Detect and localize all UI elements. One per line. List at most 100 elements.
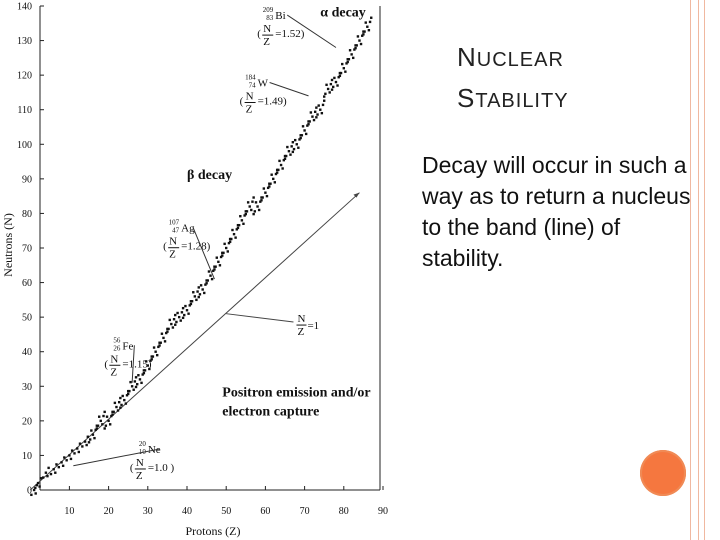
- stable-nucleus-point: [137, 374, 140, 377]
- stable-nucleus-point: [248, 205, 251, 208]
- ratio-num: N: [169, 236, 177, 248]
- stable-nucleus-point: [286, 145, 289, 149]
- stable-nucleus-point: [190, 300, 194, 303]
- stable-nucleus-point: [46, 474, 49, 478]
- stable-nucleus-point: [69, 457, 73, 461]
- stable-nucleus-point: [145, 360, 148, 363]
- stable-nucleus-point: [277, 168, 280, 172]
- stable-nucleus-point: [111, 413, 114, 416]
- stable-nucleus-point: [168, 318, 171, 322]
- stable-nucleus-point: [146, 364, 149, 367]
- stable-nucleus-point: [269, 182, 272, 185]
- ratio-num: N: [246, 91, 254, 103]
- stable-nucleus-point: [197, 295, 200, 299]
- x-tick-label: 30: [143, 506, 153, 517]
- stable-nucleus-point: [60, 461, 63, 464]
- stable-nucleus-point: [337, 76, 340, 79]
- decay-region-label: electron capture: [222, 405, 319, 420]
- decay-region-labels: α decay β decay Positron emission and/or el…: [187, 5, 371, 419]
- stable-nucleus-point: [195, 298, 198, 302]
- stable-nucleus-point: [326, 87, 330, 91]
- stable-nucleus-point: [207, 270, 211, 273]
- stable-nucleus-point: [356, 35, 360, 38]
- stable-nucleus-point: [94, 428, 97, 432]
- stable-nucleus-point: [317, 104, 320, 107]
- stable-nucleus-point: [30, 493, 33, 497]
- stable-nucleus-point: [230, 237, 233, 241]
- stable-nucleus-point: [309, 111, 313, 114]
- ratio-value: =1.49): [258, 96, 287, 108]
- stable-nucleus-point: [283, 157, 287, 161]
- atomic-number: 83: [266, 14, 274, 22]
- decorative-circle: [640, 450, 686, 496]
- decorative-line: [704, 0, 705, 540]
- y-tick-label: 0: [27, 486, 32, 497]
- stable-nucleus-point: [116, 409, 120, 412]
- stable-nucleus-point: [362, 33, 365, 36]
- stable-nucleus-point: [290, 145, 293, 148]
- stable-nucleus-point: [198, 293, 202, 296]
- y-tick-label: 40: [22, 347, 32, 358]
- stable-nucleus-point: [32, 488, 36, 492]
- stable-nucleus-point: [112, 410, 115, 414]
- annotation-leader: [73, 448, 160, 467]
- open-paren: (: [104, 358, 108, 370]
- stable-nucleus-point: [301, 125, 305, 128]
- stable-nucleus-point: [121, 394, 124, 398]
- stable-nucleus-point: [70, 449, 74, 452]
- stable-nucleus-point: [218, 264, 222, 267]
- open-paren: (: [240, 96, 244, 108]
- stable-nucleus-point: [61, 464, 65, 467]
- stable-nucleus-point: [104, 424, 108, 427]
- stable-nucleus-point: [312, 118, 316, 122]
- reference-arrow: [353, 192, 360, 198]
- stable-nucleus-point: [187, 312, 190, 315]
- atomic-number: 74: [249, 82, 257, 90]
- stable-nucleus-point: [142, 371, 146, 375]
- stable-nucleus-point: [181, 306, 185, 310]
- stable-nucleus-point: [266, 186, 270, 190]
- stable-nucleus-point: [170, 322, 173, 326]
- stable-nucleus-point: [166, 330, 169, 333]
- stable-nucleus-point: [278, 159, 281, 163]
- stable-nucleus-point: [316, 113, 319, 116]
- stable-nucleus-point: [329, 82, 333, 86]
- annotation-leader: [269, 82, 309, 97]
- stable-nucleus-point: [63, 456, 66, 459]
- x-axis-ticks: 10 20 30 40 50 60 70 80 90: [64, 486, 388, 517]
- stable-nucleus-point: [313, 110, 317, 113]
- stable-nucleus-point: [368, 20, 372, 24]
- stable-nucleus-point: [354, 46, 357, 50]
- stable-nucleus-point: [95, 427, 99, 430]
- stable-nucleus-point: [34, 492, 37, 495]
- stable-nucleus-point: [292, 147, 296, 151]
- stable-nucleus-point: [125, 394, 129, 397]
- stable-nucleus-point: [35, 483, 39, 487]
- decorative-line: [690, 0, 691, 540]
- stable-nucleus-point: [134, 376, 138, 379]
- stable-nucleus-point: [189, 302, 193, 306]
- stable-nucleus-point: [244, 212, 247, 216]
- annotation-leader: [192, 227, 215, 280]
- stable-nucleus-point: [97, 415, 101, 418]
- stable-nucleus-point: [130, 385, 134, 388]
- stable-nucleus-point: [201, 288, 204, 291]
- stable-nucleus-point: [252, 212, 255, 216]
- stable-nucleus-point: [199, 284, 203, 287]
- stable-nucleus-point: [87, 441, 91, 444]
- stable-nucleus-point: [88, 438, 92, 441]
- reference-label-num: N: [297, 313, 305, 325]
- stable-nucleus-point: [78, 442, 82, 445]
- stable-nucleus-point: [231, 228, 234, 232]
- stable-nucleus-point: [291, 150, 295, 154]
- ratio-den: Z: [263, 36, 270, 48]
- y-axis-ticks: 0 10 20 30 40 50 60 70 80 90 100 110 120 130 140: [17, 2, 44, 497]
- stable-nucleus-point: [338, 74, 342, 78]
- reference-leader: [226, 313, 294, 323]
- stable-nucleus-point: [193, 295, 197, 298]
- stable-nucleus-point: [264, 191, 267, 194]
- stable-nucleus-point: [348, 49, 352, 52]
- stable-nucleus-point: [361, 34, 364, 37]
- stable-nucleus-point: [323, 99, 326, 102]
